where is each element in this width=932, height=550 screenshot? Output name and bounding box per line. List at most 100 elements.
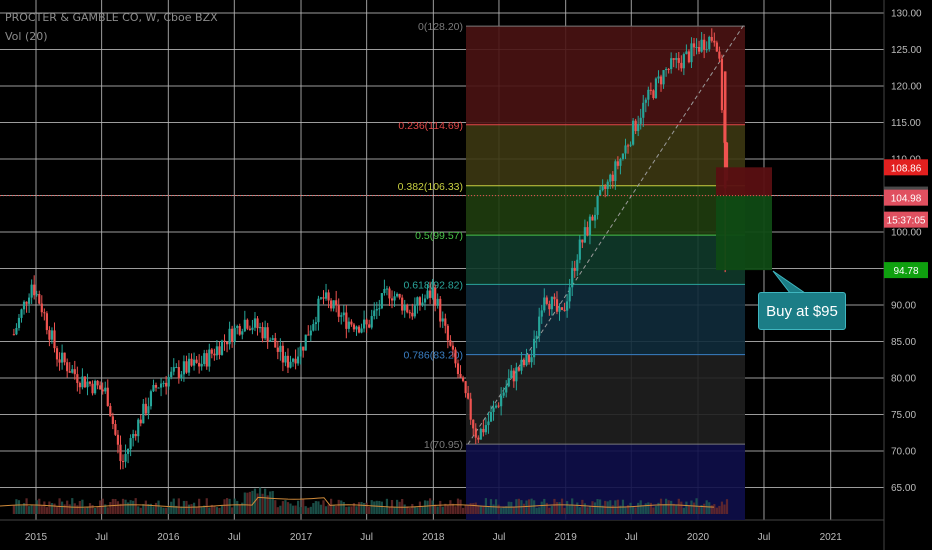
volume-bar (548, 507, 551, 514)
volume-bar (401, 498, 404, 514)
volume-bar (33, 505, 36, 514)
volume-bar (487, 506, 490, 514)
candle-body (687, 51, 691, 63)
volume-bar (256, 493, 259, 514)
volume-bar (340, 500, 343, 514)
candle-body (302, 346, 305, 351)
candle-body (198, 362, 201, 367)
price-tick-label: 80.00 (891, 374, 916, 385)
candle-body (35, 293, 38, 296)
volume-bar (446, 505, 449, 514)
candle-body (345, 312, 348, 329)
candle-body (428, 290, 432, 298)
time-tick-label: Jul (625, 532, 638, 543)
candle-body (522, 359, 526, 366)
candle-body (210, 349, 213, 354)
volume-bar (581, 499, 584, 514)
volume-bar (408, 507, 411, 514)
candle-body (352, 324, 356, 330)
candle-body (116, 434, 120, 445)
candle-body (76, 374, 79, 383)
volume-bar (533, 500, 536, 514)
time-tick-label: 2017 (290, 532, 313, 543)
volume-bar (611, 505, 614, 514)
candle-body (505, 386, 508, 393)
volume-bar (383, 507, 386, 514)
volume-bar (543, 498, 546, 514)
volume-bar (619, 505, 622, 514)
candle-body (680, 62, 683, 69)
volume-bar (378, 500, 381, 514)
volume-bar (573, 505, 576, 514)
candle-body (426, 290, 429, 299)
candle-body (654, 78, 658, 98)
candle-body (337, 305, 340, 317)
volume-bar (451, 503, 455, 514)
volume-bar (139, 507, 142, 514)
candle-body (520, 359, 523, 371)
candle-body (159, 383, 163, 388)
candle-body (200, 363, 203, 367)
volume-bar (246, 492, 249, 514)
price-tick-label: 130.00 (891, 9, 922, 20)
volume-bar (22, 503, 26, 514)
candle-body (129, 438, 132, 449)
volume-bar (672, 503, 675, 514)
candle-body (657, 76, 660, 79)
candle-body (22, 301, 26, 310)
candle-body (228, 328, 231, 345)
volume-bar (261, 493, 264, 514)
candle-body (533, 338, 536, 358)
volume-bar (659, 498, 663, 514)
volume-bar (233, 498, 236, 514)
volume-bar (159, 506, 163, 514)
volume-bar (680, 501, 683, 514)
volume-bar (291, 505, 295, 514)
candle-body (502, 392, 505, 396)
volume-bar (335, 505, 338, 514)
time-tick-label: Jul (95, 532, 108, 543)
candle-body (185, 361, 188, 373)
candle-body (12, 334, 15, 336)
volume-bar (720, 501, 724, 514)
volume-bar (406, 506, 409, 514)
candle-body (700, 39, 703, 52)
time-tick-label: 2020 (687, 532, 710, 543)
candle-body (43, 312, 46, 314)
volume-bar (342, 502, 345, 514)
volume-bar (68, 504, 71, 514)
fib-level-label: 0.618(92.82) (403, 279, 463, 291)
candle-body (324, 292, 328, 299)
candle-body (624, 145, 627, 154)
volume-bar (373, 501, 376, 514)
candle-body (408, 312, 411, 314)
volume-bar (124, 499, 127, 514)
volume-bar (266, 495, 269, 514)
volume-bar (241, 502, 244, 514)
candle-body (469, 398, 472, 420)
volume-bar (332, 504, 335, 514)
candle-body (111, 416, 114, 425)
volume-bar (558, 502, 561, 514)
time-tick-label: 2015 (25, 532, 48, 543)
candle-body (588, 216, 592, 236)
fib-zone (466, 235, 745, 285)
volume-bar (477, 505, 480, 514)
candle-body (48, 330, 51, 340)
candlesticks (12, 28, 729, 470)
candle-body (243, 319, 246, 332)
candle-body (33, 284, 36, 296)
volume-bar (218, 507, 221, 514)
volume-bar (243, 492, 246, 514)
volume-bar (583, 503, 586, 514)
candle-body (134, 433, 137, 437)
volume-indicator-label[interactable]: Vol (20) (5, 30, 48, 43)
volume-bar (350, 506, 353, 514)
volume-bar (345, 506, 348, 514)
volume-bar (302, 499, 305, 514)
volume-bar (307, 507, 310, 514)
volume-bar (675, 505, 678, 514)
candle-body (697, 47, 701, 52)
candle-body (670, 58, 673, 70)
